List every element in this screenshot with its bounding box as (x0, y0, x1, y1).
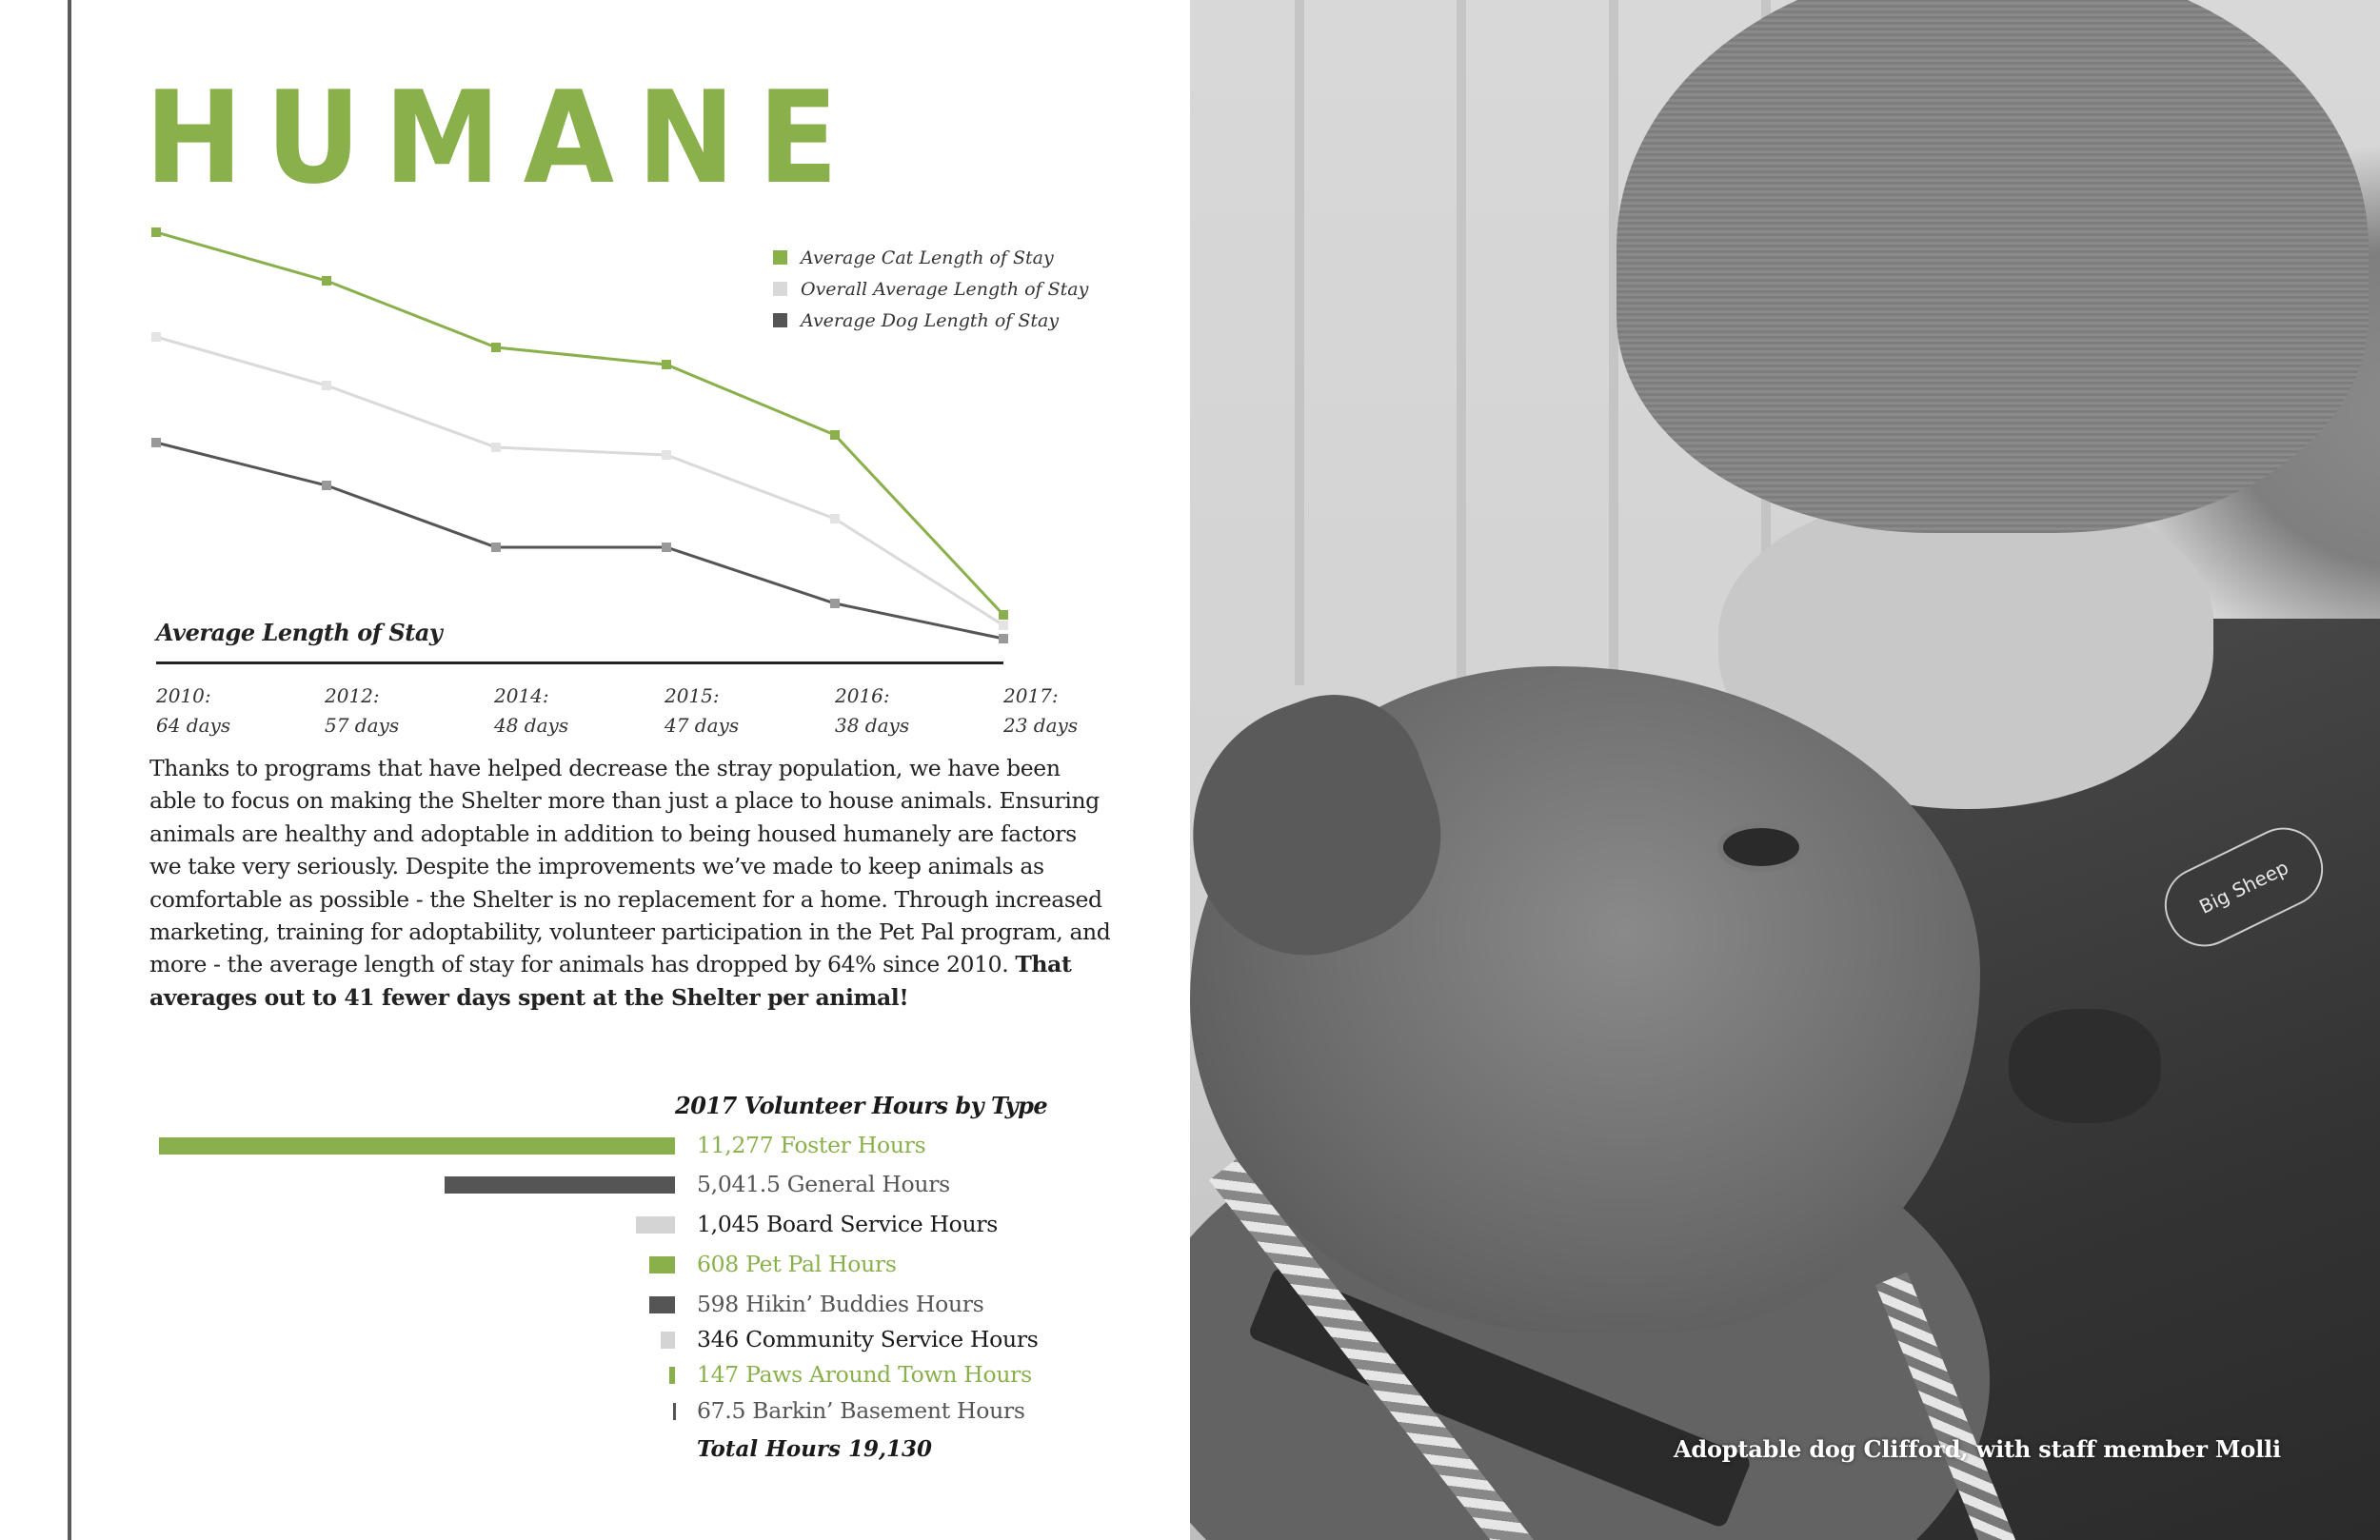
series-overall (151, 332, 1008, 630)
body-emphasis: That averages out to 41 fewer days spent… (149, 951, 1072, 1011)
days-text: 57 days (325, 714, 400, 737)
chart-title: Average Length of Stay (156, 619, 443, 646)
days-text: 23 days (1003, 714, 1079, 737)
chart-legend: Average Cat Length of Stay Overall Avera… (773, 242, 1088, 336)
bar-label-general: 5,041.5 General Hours (697, 1171, 950, 1197)
legend-item-cat: Average Cat Length of Stay (773, 242, 1088, 273)
days-text: 38 days (835, 714, 910, 737)
bar-general (445, 1176, 675, 1194)
bar-barkin-basement (673, 1403, 676, 1420)
tag-text: Big Sheep (2195, 856, 2292, 918)
body-paragraph: Thanks to programs that have helped decr… (149, 752, 1111, 1014)
wall-plank (1295, 0, 1304, 685)
page-title: HUMANE (145, 64, 862, 212)
bar-community-service (661, 1332, 675, 1349)
x-label-2014: 2014: 48 days (494, 681, 568, 740)
year-text: 2016: (835, 684, 890, 707)
legend-label: Average Cat Length of Stay (801, 247, 1054, 268)
page-margin-rule (68, 0, 71, 1540)
legend-item-dog: Average Dog Length of Stay (773, 305, 1088, 336)
days-text: 47 days (664, 714, 740, 737)
bar-foster (159, 1137, 675, 1155)
wall-plank (1609, 0, 1618, 685)
dog-nose-shape (2009, 1009, 2161, 1123)
year-text: 2015: (664, 684, 720, 707)
wall-plank (1457, 0, 1466, 685)
bar-label-foster: 11,277 Foster Hours (697, 1132, 926, 1158)
year-text: 2017: (1003, 684, 1059, 707)
x-label-2015: 2015: 47 days (664, 681, 739, 740)
legend-swatch-icon (773, 282, 787, 296)
dog-eye-shape (1723, 828, 1799, 866)
knit-hat-shape (1616, 0, 2369, 533)
bar-board-service (636, 1216, 675, 1234)
total-hours: Total Hours 19,130 (697, 1436, 932, 1462)
length-of-stay-line-chart (151, 227, 1008, 643)
year-text: 2010: (156, 684, 211, 707)
legend-item-overall: Overall Average Length of Stay (773, 273, 1088, 305)
bar-paws-around-town (669, 1367, 675, 1384)
x-label-2012: 2012: 57 days (325, 681, 399, 740)
bar-label-community-service: 346 Community Service Hours (697, 1326, 1039, 1352)
bar-label-paws-around-town: 147 Paws Around Town Hours (697, 1361, 1032, 1388)
legend-swatch-icon (773, 250, 787, 265)
body-text: Thanks to programs that have helped decr… (149, 755, 1111, 978)
series-dog (151, 438, 1008, 643)
photo-dog-and-staff: Big Sheep Adoptable dog Clifford, with s… (1190, 0, 2380, 1540)
legend-label: Average Dog Length of Stay (801, 309, 1060, 331)
series-cat (151, 227, 1008, 620)
bar-hikin-buddies (649, 1296, 675, 1313)
x-label-2016: 2016: 38 days (835, 681, 909, 740)
legend-label: Overall Average Length of Stay (801, 278, 1089, 300)
x-label-2010: 2010: 64 days (156, 681, 230, 740)
x-label-2017: 2017: 23 days (1003, 681, 1078, 740)
year-text: 2014: (494, 684, 549, 707)
legend-swatch-icon (773, 313, 787, 327)
bar-label-pet-pal: 608 Pet Pal Hours (697, 1251, 897, 1277)
bar-pet-pal (649, 1256, 675, 1273)
year-text: 2012: (325, 684, 380, 707)
bar-label-board-service: 1,045 Board Service Hours (697, 1211, 999, 1237)
photo-caption: Adoptable dog Clifford, with staff membe… (1674, 1435, 2281, 1463)
volunteer-chart-title: 2017 Volunteer Hours by Type (675, 1092, 1048, 1119)
chart-axis-rule (156, 661, 1003, 664)
days-text: 48 days (494, 714, 569, 737)
bar-label-barkin-basement: 67.5 Barkin’ Basement Hours (697, 1397, 1025, 1424)
days-text: 64 days (156, 714, 231, 737)
bar-label-hikin-buddies: 598 Hikin’ Buddies Hours (697, 1291, 984, 1317)
